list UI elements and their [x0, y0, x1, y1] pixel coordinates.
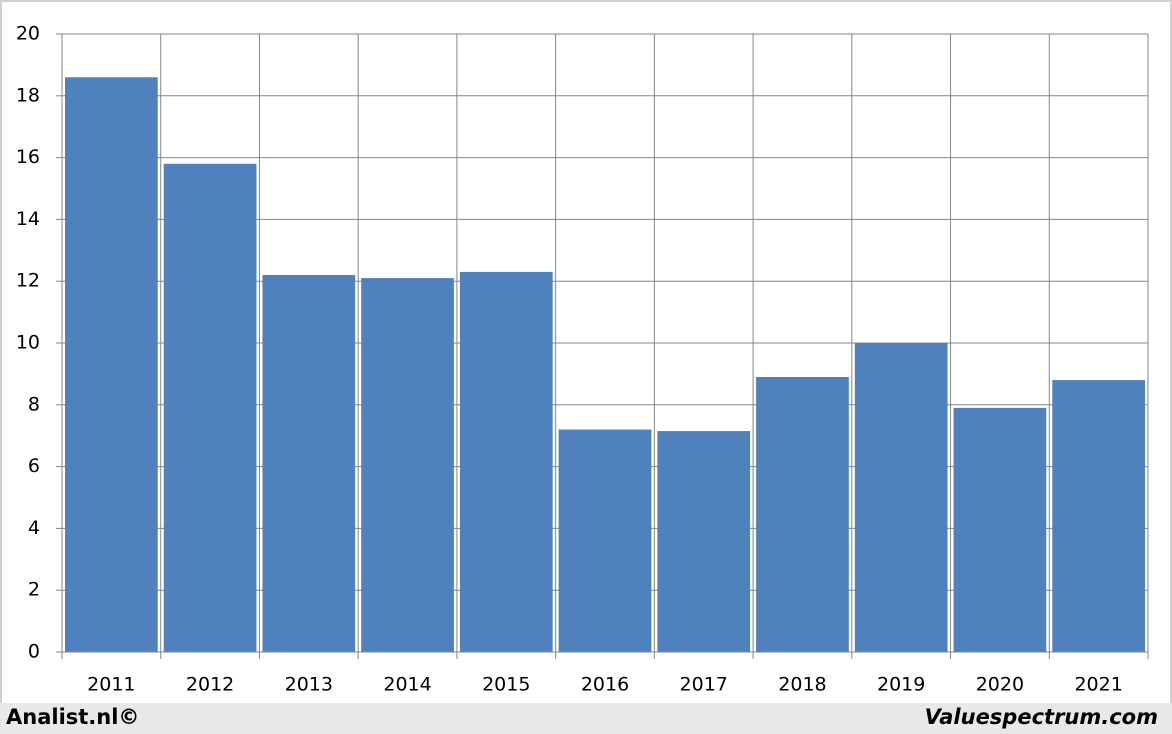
y-tick-label: 4 [28, 517, 40, 539]
bar [558, 429, 652, 652]
bar [163, 163, 257, 652]
bar [657, 431, 751, 652]
y-tick-label: 14 [16, 208, 40, 230]
x-tick-label: 2015 [482, 674, 530, 696]
bar [1052, 380, 1145, 652]
y-tick-label: 6 [28, 455, 40, 477]
bar [756, 376, 849, 652]
x-tick-label: 2020 [976, 674, 1024, 696]
x-tick-label: 2017 [680, 674, 728, 696]
footer-band [0, 703, 1172, 734]
y-tick-label: 2 [28, 579, 40, 601]
bar [361, 278, 454, 652]
bar [459, 271, 553, 652]
x-tick-label: 2012 [186, 674, 234, 696]
footer-right: Valuespectrum.com [925, 705, 1158, 729]
x-tick-label: 2013 [285, 674, 333, 696]
bar [262, 275, 356, 652]
y-tick-label: 16 [16, 146, 40, 168]
x-tick-label: 2016 [581, 674, 629, 696]
y-tick-label: 8 [28, 393, 40, 415]
y-tick-label: 0 [28, 641, 40, 663]
y-tick-label: 12 [16, 270, 40, 292]
x-tick-label: 2021 [1074, 674, 1122, 696]
x-tick-label: 2018 [778, 674, 826, 696]
x-tick-label: 2014 [383, 674, 431, 696]
footer-left: Analist.nl© [6, 705, 139, 729]
bar [854, 343, 948, 652]
bar [953, 407, 1047, 652]
x-tick-label: 2019 [877, 674, 925, 696]
y-tick-label: 20 [16, 23, 40, 45]
y-tick-label: 10 [16, 332, 40, 354]
x-tick-label: 2011 [87, 674, 135, 696]
bar [65, 77, 158, 652]
y-tick-label: 18 [16, 84, 40, 106]
